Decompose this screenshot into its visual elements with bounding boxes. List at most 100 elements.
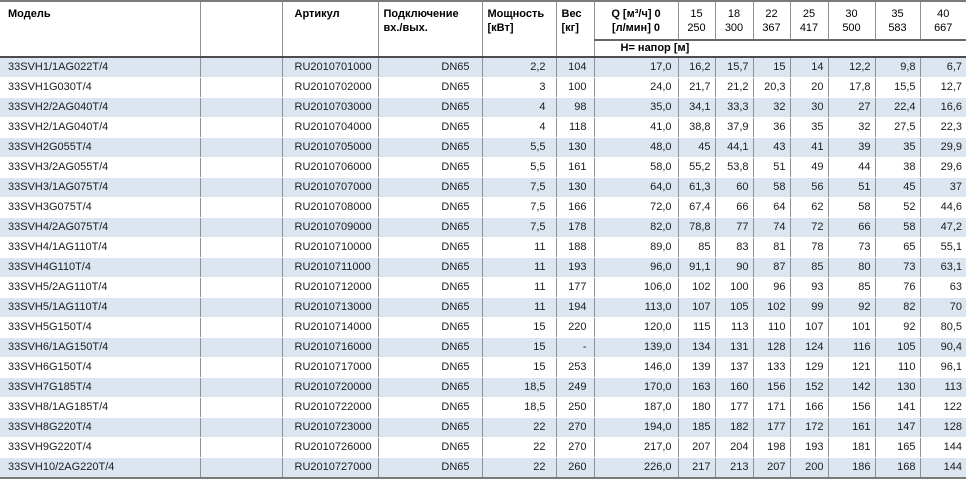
spacer-cell — [200, 178, 282, 198]
weight-cell: 193 — [556, 258, 594, 278]
head-value-cell: 14 — [790, 57, 828, 78]
head-q0-cell: 146,0 — [594, 358, 678, 378]
model-cell: 33SVH2/2AG040T/4 — [0, 98, 200, 118]
head-value-cell: 185 — [678, 418, 715, 438]
head-value-cell: 65 — [875, 238, 920, 258]
weight-cell: 104 — [556, 57, 594, 78]
table-row: 33SVH2/2AG040T/4 RU2010703000 DN65 4 98 … — [0, 98, 966, 118]
power-cell: 11 — [482, 278, 556, 298]
head-value-cell: 144 — [920, 438, 966, 458]
head-value-cell: 156 — [828, 398, 875, 418]
head-value-cell: 113 — [715, 318, 753, 338]
spacer-cell — [200, 318, 282, 338]
article-cell: RU2010706000 — [282, 158, 378, 178]
model-cell: 33SVH5/1AG110T/4 — [0, 298, 200, 318]
head-value-cell: 78 — [790, 238, 828, 258]
weight-cell: 249 — [556, 378, 594, 398]
power-cell: 4 — [482, 98, 556, 118]
model-cell: 33SVH6/1AG150T/4 — [0, 338, 200, 358]
weight-cell: - — [556, 338, 594, 358]
head-value-cell: 165 — [875, 438, 920, 458]
head-value-cell: 141 — [875, 398, 920, 418]
head-value-cell: 34,1 — [678, 98, 715, 118]
column-header-flow-18: 18 300 — [715, 1, 753, 40]
power-header-line2: [кВт] — [488, 21, 552, 35]
head-value-cell: 66 — [828, 218, 875, 238]
model-cell: 33SVH10/2AG220T/4 — [0, 458, 200, 479]
table-row: 33SVH10/2AG220T/4 RU2010727000 DN65 22 2… — [0, 458, 966, 479]
head-value-cell: 122 — [920, 398, 966, 418]
weight-cell: 130 — [556, 178, 594, 198]
head-value-cell: 92 — [875, 318, 920, 338]
table-row: 33SVH1/1AG022T/4 RU2010701000 DN65 2,2 1… — [0, 57, 966, 78]
head-value-cell: 29,6 — [920, 158, 966, 178]
table-row: 33SVH8G220T/4 RU2010723000 DN65 22 270 1… — [0, 418, 966, 438]
connection-cell: DN65 — [378, 278, 482, 298]
head-value-cell: 51 — [753, 158, 790, 178]
model-cell: 33SVH2G055T/4 — [0, 138, 200, 158]
head-value-cell: 102 — [678, 278, 715, 298]
flow-lmin-label: 500 — [829, 21, 875, 35]
connection-cell: DN65 — [378, 158, 482, 178]
power-cell: 22 — [482, 418, 556, 438]
model-cell: 33SVH1/1AG022T/4 — [0, 57, 200, 78]
power-cell: 11 — [482, 298, 556, 318]
connection-cell: DN65 — [378, 358, 482, 378]
connection-header-line1: Подключение — [384, 7, 478, 21]
weight-cell: 253 — [556, 358, 594, 378]
connection-cell: DN65 — [378, 57, 482, 78]
head-value-cell: 56 — [790, 178, 828, 198]
table-row: 33SVH3/2AG055T/4 RU2010706000 DN65 5,5 1… — [0, 158, 966, 178]
head-value-cell: 64 — [753, 198, 790, 218]
head-value-cell: 83 — [715, 238, 753, 258]
table-row: 33SVH2/1AG040T/4 RU2010704000 DN65 4 118… — [0, 118, 966, 138]
head-value-cell: 85 — [790, 258, 828, 278]
head-value-cell: 133 — [753, 358, 790, 378]
head-value-cell: 9,8 — [875, 57, 920, 78]
table-row: 33SVH1G030T/4 RU2010702000 DN65 3 100 24… — [0, 78, 966, 98]
header-row-main: Модель Артикул Подключение вх./вых. Мощн… — [0, 1, 966, 40]
table-row: 33SVH3/1AG075T/4 RU2010707000 DN65 7,5 1… — [0, 178, 966, 198]
head-value-cell: 152 — [790, 378, 828, 398]
model-cell: 33SVH4/2AG075T/4 — [0, 218, 200, 238]
power-cell: 7,5 — [482, 198, 556, 218]
head-value-cell: 137 — [715, 358, 753, 378]
head-value-cell: 44,1 — [715, 138, 753, 158]
flow-m3h-label: 35 — [876, 7, 920, 21]
head-value-cell: 163 — [678, 378, 715, 398]
article-cell: RU2010705000 — [282, 138, 378, 158]
article-cell: RU2010712000 — [282, 278, 378, 298]
column-header-flow-15: 15 250 — [678, 1, 715, 40]
spacer-cell — [200, 358, 282, 378]
power-cell: 18,5 — [482, 398, 556, 418]
head-value-cell: 35 — [790, 118, 828, 138]
head-value-cell: 207 — [753, 458, 790, 479]
head-value-cell: 181 — [828, 438, 875, 458]
head-value-cell: 110 — [753, 318, 790, 338]
head-value-cell: 12,7 — [920, 78, 966, 98]
head-value-cell: 156 — [753, 378, 790, 398]
head-value-cell: 70 — [920, 298, 966, 318]
spacer-cell — [200, 98, 282, 118]
head-value-cell: 217 — [678, 458, 715, 479]
head-value-cell: 107 — [678, 298, 715, 318]
head-value-cell: 102 — [753, 298, 790, 318]
head-value-cell: 58 — [875, 218, 920, 238]
head-value-cell: 105 — [875, 338, 920, 358]
connection-cell: DN65 — [378, 198, 482, 218]
head-value-cell: 61,3 — [678, 178, 715, 198]
head-q0-cell: 194,0 — [594, 418, 678, 438]
head-value-cell: 74 — [753, 218, 790, 238]
column-header-flow-q0: Q [м³/ч] 0 [л/мин] 0 — [594, 1, 678, 40]
head-value-cell: 17,8 — [828, 78, 875, 98]
head-value-cell: 207 — [678, 438, 715, 458]
article-cell: RU2010726000 — [282, 438, 378, 458]
head-value-cell: 66 — [715, 198, 753, 218]
power-cell: 11 — [482, 238, 556, 258]
head-value-cell: 130 — [875, 378, 920, 398]
spacer-cell — [200, 338, 282, 358]
head-value-cell: 41 — [790, 138, 828, 158]
head-value-cell: 45 — [875, 178, 920, 198]
head-value-cell: 204 — [715, 438, 753, 458]
flow-lmin-label: 250 — [679, 21, 715, 35]
